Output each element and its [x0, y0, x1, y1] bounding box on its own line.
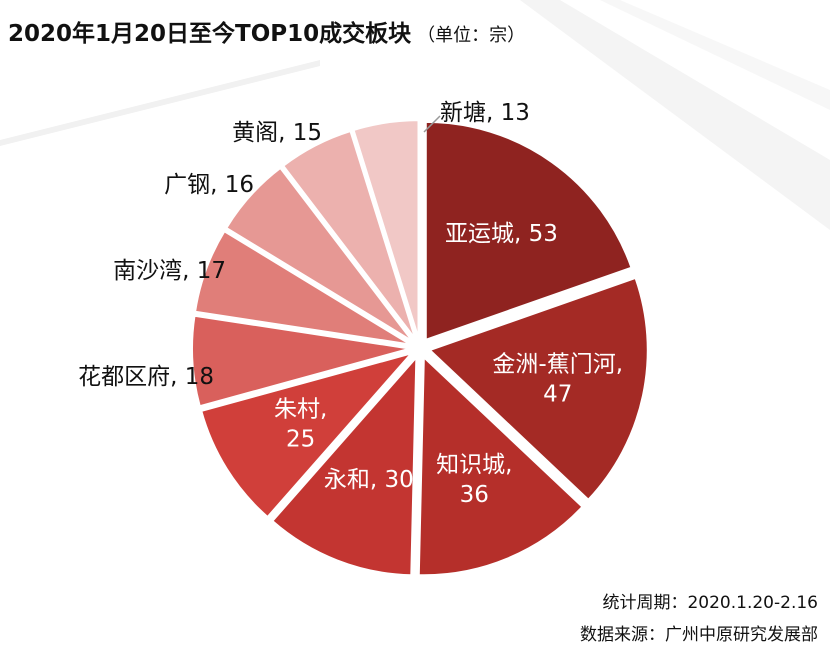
slice-label-9: 黄阁, 15: [232, 120, 322, 146]
leader-line-新塘: [423, 115, 441, 133]
slice-label-2: 金洲-蕉门河, 47: [492, 351, 623, 407]
pie-slice-6: [191, 314, 411, 408]
chart-unit: （单位：宗）: [417, 25, 526, 46]
slice-label-1: 亚运城, 53: [445, 221, 558, 247]
pie-slice-2: [427, 276, 649, 502]
slice-label-5: 朱村, 25: [274, 397, 327, 453]
source-note: 数据来源：广州中原研究发展部: [580, 625, 818, 645]
pie-slice-3: [417, 354, 584, 577]
pie-slice-5: [200, 351, 415, 519]
slice-label-6: 花都区府, 18: [78, 364, 214, 390]
pie-slice-1: [424, 120, 633, 342]
pie-slice-4: [270, 354, 418, 577]
pie-slice-8: [224, 166, 414, 343]
slice-label-4: 永和, 30: [324, 467, 414, 493]
slice-label-3: 知识城, 36: [436, 452, 512, 508]
period-note: 统计周期：2020.1.20-2.16: [602, 593, 818, 613]
chart-title: 2020年1月20日至今TOP10成交板块: [8, 21, 412, 47]
chart-title-row: 2020年1月20日至今TOP10成交板块 （单位：宗）: [8, 14, 808, 50]
slice-label-8: 广钢, 16: [164, 172, 254, 198]
slice-label-10: 新塘, 13: [440, 100, 530, 126]
pie-slice-7: [193, 229, 412, 346]
pie-slice-9: [281, 129, 417, 340]
pie-slice-10: [352, 119, 420, 339]
slice-label-7: 南沙湾, 17: [113, 258, 226, 284]
